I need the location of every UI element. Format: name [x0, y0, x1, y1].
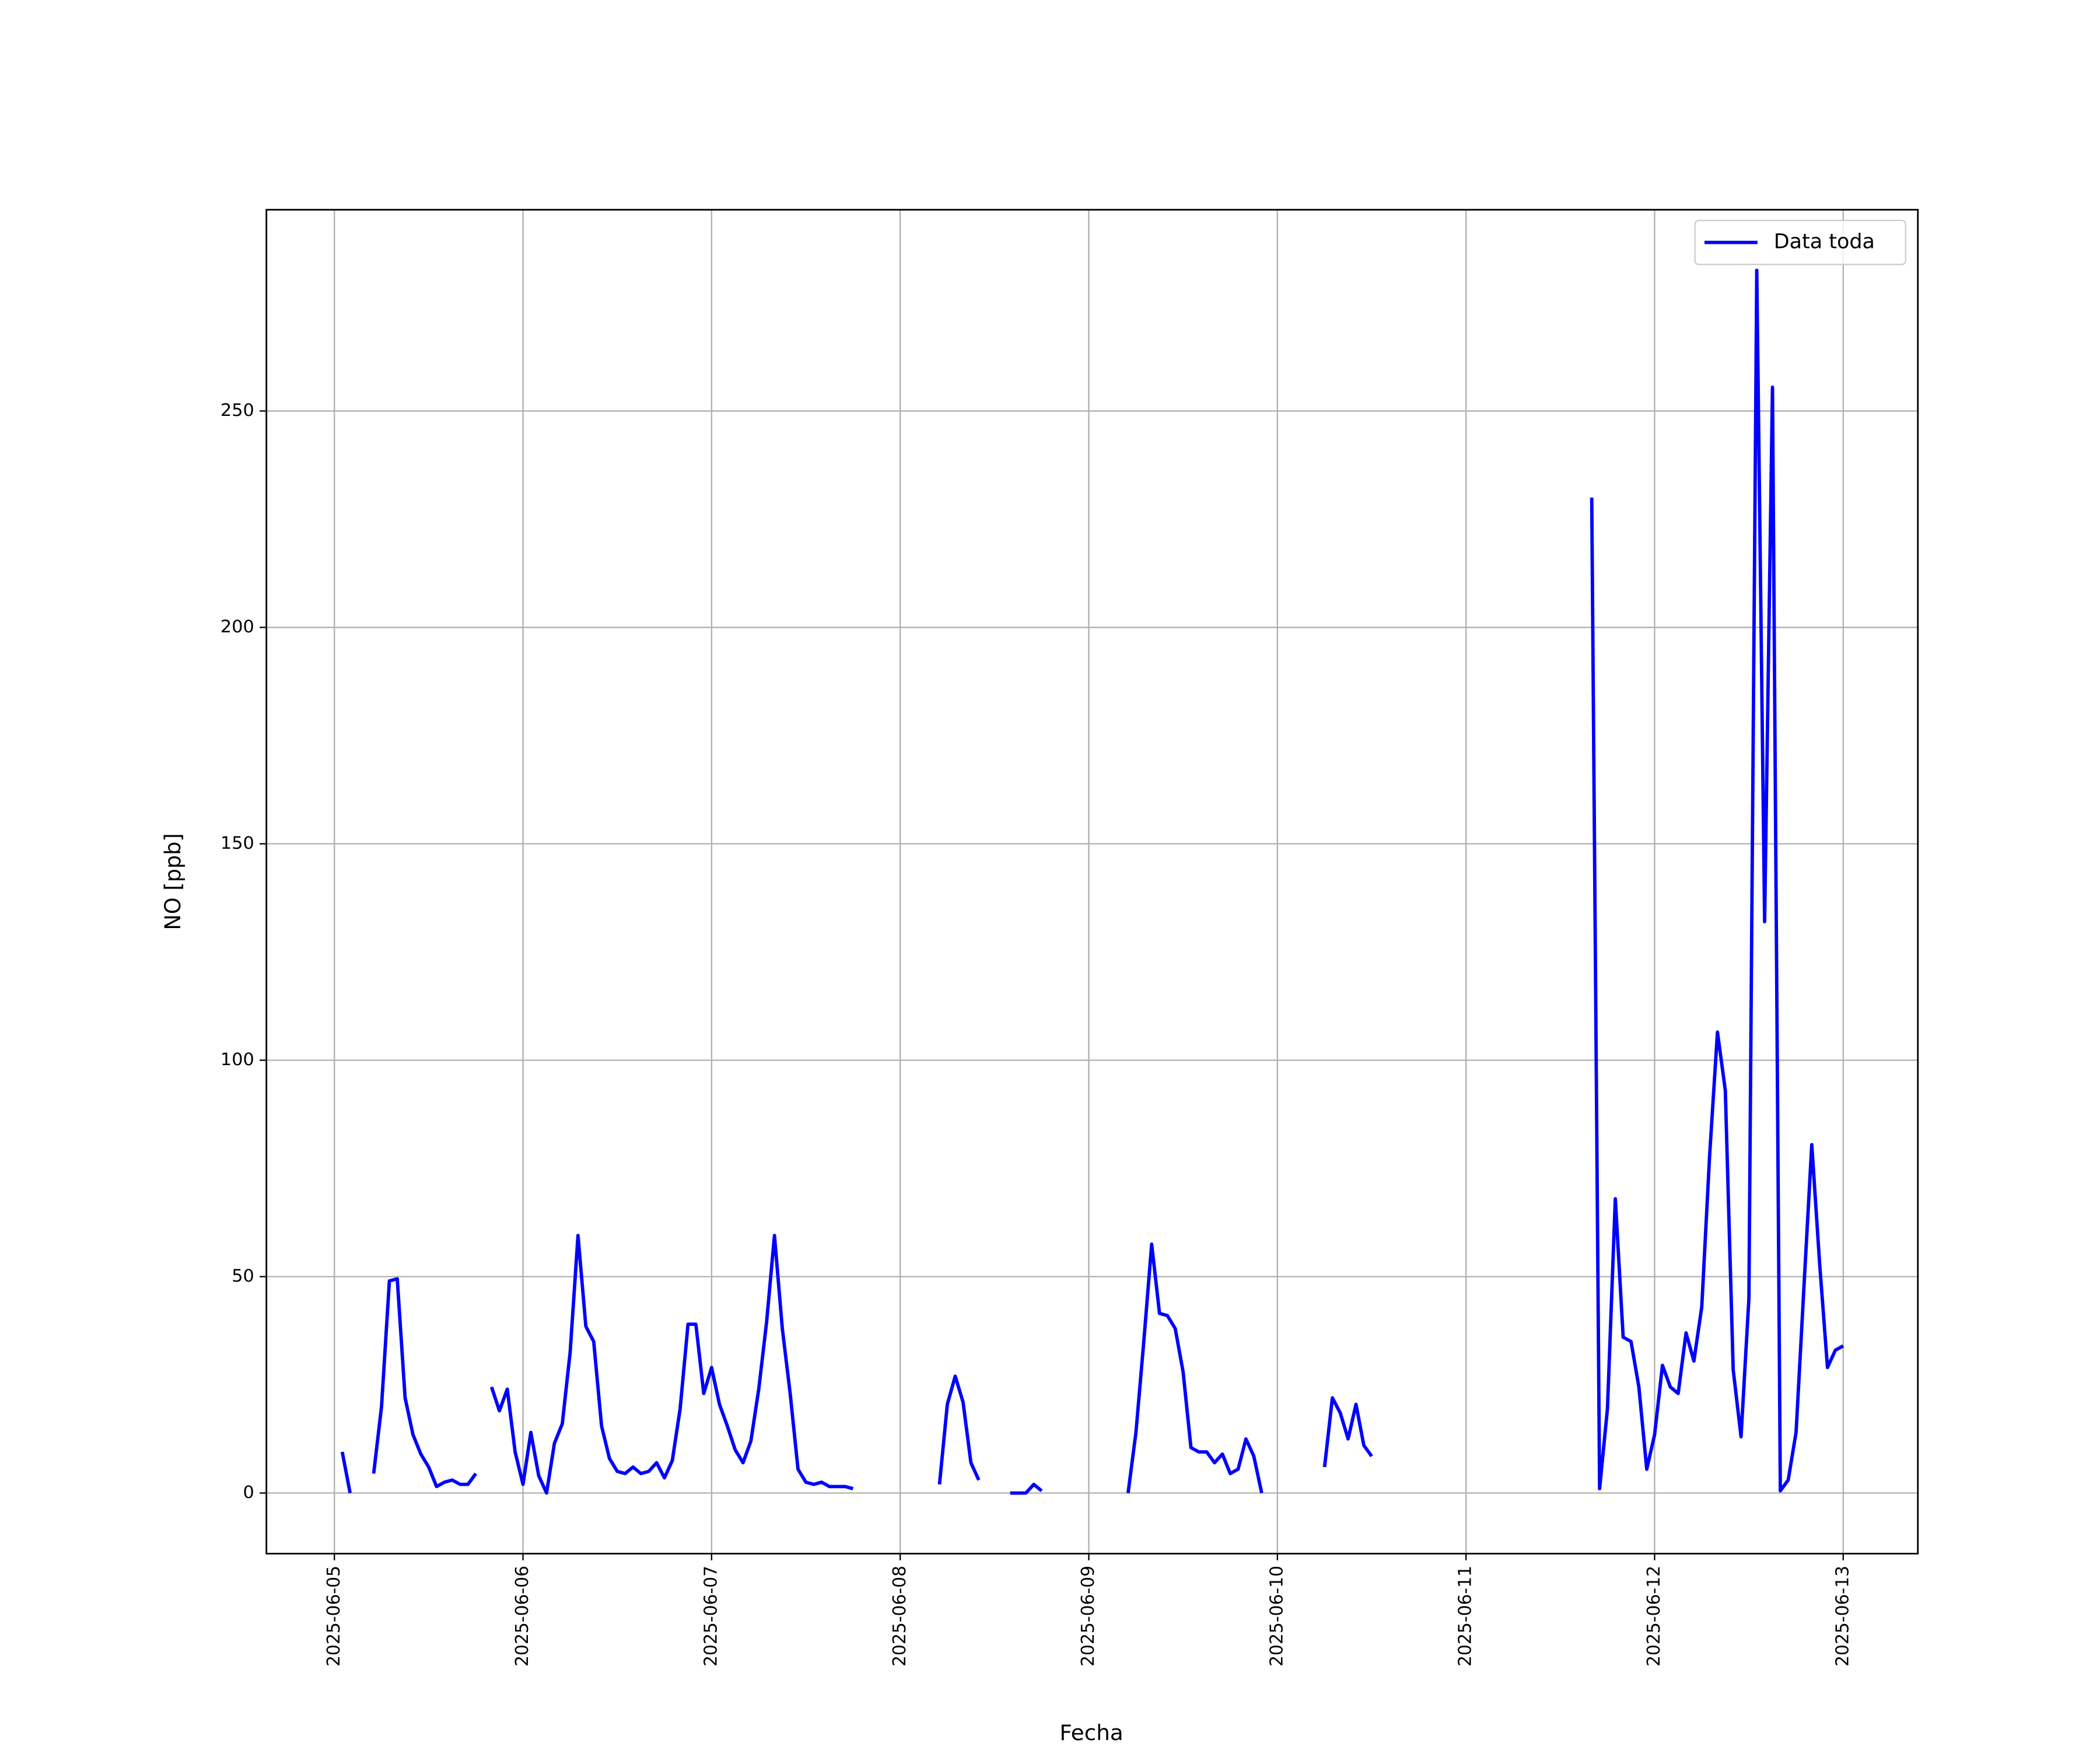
x-tick-label: 2025-06-06 — [512, 1566, 533, 1667]
x-tick-label: 2025-06-08 — [890, 1566, 910, 1667]
y-axis-label: NO [ppb] — [160, 833, 186, 930]
y-tick-label: 100 — [220, 1049, 254, 1070]
y-tick-label: 250 — [220, 400, 254, 421]
x-tick-label: 2025-06-11 — [1455, 1566, 1475, 1667]
y-tick-label: 50 — [232, 1266, 254, 1286]
x-tick-label: 2025-06-09 — [1078, 1566, 1098, 1667]
x-tick-label: 2025-06-13 — [1832, 1566, 1853, 1667]
x-axis-label: Fecha — [1059, 1720, 1123, 1745]
x-tick-label: 2025-06-07 — [701, 1566, 721, 1667]
plot-frame — [265, 209, 1919, 1555]
y-tick-label: 200 — [220, 617, 254, 637]
y-tick-label: 150 — [220, 833, 254, 853]
data-line — [340, 268, 1845, 1495]
x-tick-label: 2025-06-12 — [1644, 1566, 1664, 1667]
x-tick-label: 2025-06-10 — [1266, 1566, 1287, 1667]
x-tick-label: 2025-06-05 — [324, 1566, 344, 1667]
legend-box — [1694, 219, 1906, 265]
y-tick-label: 0 — [243, 1482, 254, 1503]
legend-label: Data toda — [1774, 230, 1875, 254]
